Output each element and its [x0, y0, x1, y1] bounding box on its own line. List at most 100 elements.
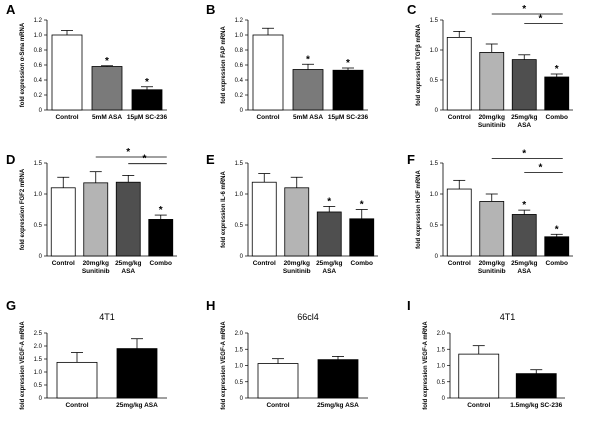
y-tick-label: 0.5: [430, 78, 439, 84]
y-tick-label: 0: [435, 108, 439, 114]
y-tick-label: 0.5: [34, 383, 43, 389]
y-tick-label: 1.2: [235, 18, 244, 24]
chart-title: 66cl4: [297, 312, 319, 322]
bar: [544, 76, 570, 111]
category-label: Sunitinib: [82, 268, 110, 275]
category-label: ASA: [121, 268, 135, 275]
significance-star: *: [306, 54, 310, 65]
y-tick-label: 0.6: [235, 63, 244, 69]
panel-label: H: [206, 298, 215, 313]
category-label: Control: [55, 114, 78, 121]
bar: [91, 66, 123, 111]
y-tick-label: 1.5: [430, 18, 439, 24]
y-tick-label: 0: [39, 108, 43, 114]
bar: [257, 363, 299, 399]
y-tick-label: 1.5: [34, 357, 43, 363]
category-label: 20mg/kg: [479, 260, 505, 267]
y-tick-label: 1.0: [34, 370, 43, 376]
y-tick-label: 1.0: [437, 364, 446, 370]
panel-c: C 0 0.5 1.0 1.5 fold expression TGFβ mRNA Cont…: [407, 2, 573, 129]
category-label: Control: [256, 114, 279, 121]
y-tick-label: 1.0: [235, 192, 244, 198]
y-tick-label: 0.8: [34, 48, 43, 54]
category-label: Combo: [546, 260, 568, 267]
category-label: Control: [266, 402, 289, 409]
category-label: 25mg/kg: [511, 260, 537, 267]
y-tick-label: 0.2: [34, 93, 43, 99]
panel-a: A 0 0.2 0.4 0.6 0.8 1.0 1.2 fold expression α-Sm…: [6, 2, 167, 121]
y-tick-label: 0: [240, 254, 244, 260]
bar: [115, 181, 141, 257]
y-tick-label: 0.5: [430, 223, 439, 229]
category-label: 5mM ASA: [293, 114, 323, 121]
category-label: 15µM SC-236: [328, 114, 369, 121]
y-axis-label: fold expression VEGF-A mRNA: [20, 321, 26, 410]
y-tick-label: 0.5: [235, 380, 244, 386]
category-label: Combo: [351, 260, 373, 267]
category-label: 20mg/kg: [479, 114, 505, 121]
category-label: ASA: [517, 268, 531, 275]
category-label: ASA: [517, 122, 531, 129]
bar: [51, 34, 83, 111]
bracket-star: *: [126, 147, 130, 158]
category-label: Control: [253, 260, 276, 267]
y-axis-label: fold expression FGF2 mRNA: [20, 168, 26, 250]
y-tick-label: 1.0: [34, 33, 43, 39]
y-axis-label: fold expression FAP mRNA: [221, 26, 227, 104]
bar: [316, 211, 342, 257]
significance-star: *: [105, 56, 109, 67]
bar: [131, 89, 163, 111]
bar: [511, 59, 537, 111]
y-axis-label: fold expression HGF mRNA: [416, 170, 422, 249]
panel-e: E 0 0.5 1.0 1.5 fold expression IL-6 mRNA Cont…: [206, 152, 378, 275]
bar: [83, 182, 109, 257]
y-tick-label: 0.8: [235, 48, 244, 54]
y-axis-label: fold expression VEGF-A mRNA: [221, 321, 227, 410]
panel-d: D 0 0.5 1.0 1.5 fold expression FGF2 mRNA Cont…: [6, 147, 177, 275]
y-tick-label: 0.5: [235, 223, 244, 229]
panel-label: C: [407, 2, 417, 17]
y-axis-label: fold expression α-Sma mRNA: [20, 22, 26, 107]
category-label: Control: [448, 114, 471, 121]
category-label: 20mg/kg: [284, 260, 310, 267]
bar: [479, 201, 505, 257]
y-tick-label: 0.6: [34, 63, 43, 69]
y-tick-label: 1.0: [34, 192, 43, 198]
category-label: Sunitinib: [478, 122, 506, 129]
y-tick-label: 2.0: [235, 331, 244, 337]
bar: [515, 373, 557, 399]
panel-label: D: [6, 152, 15, 167]
bracket-star: *: [522, 148, 526, 159]
y-tick-label: 1.2: [34, 18, 43, 24]
y-tick-label: 1.0: [430, 48, 439, 54]
bar: [332, 69, 364, 111]
y-tick-label: 1.5: [437, 347, 446, 353]
bar: [284, 187, 310, 257]
bar: [50, 187, 76, 257]
category-label: 5mM ASA: [92, 114, 122, 121]
panel-label: B: [206, 2, 215, 17]
bar: [251, 181, 277, 257]
category-label: ASA: [322, 268, 336, 275]
y-tick-label: 0: [240, 396, 244, 402]
category-label: Control: [65, 402, 88, 409]
y-tick-label: 1.0: [235, 33, 244, 39]
bar: [446, 188, 472, 257]
bracket-star: *: [143, 154, 147, 165]
significance-star: *: [555, 224, 559, 235]
y-tick-label: 0: [39, 396, 43, 402]
bar: [56, 361, 98, 399]
y-tick-label: 1.5: [430, 161, 439, 167]
bar: [148, 219, 174, 257]
y-axis-label: fold expression IL-6 mRNA: [221, 170, 227, 247]
category-label: 25mg/kg: [115, 260, 141, 267]
panel-i: I 4T1 0 0.5 1.0 1.5 2.0 fold expression VEGF-A …: [407, 298, 565, 410]
panel-g: G 4T1 0 0.5 1.0 1.5 2.0 2.5 fold expression VEGF…: [6, 298, 167, 410]
significance-star: *: [555, 64, 559, 75]
category-label: Control: [467, 402, 490, 409]
bar: [317, 359, 359, 399]
y-tick-label: 1.5: [235, 347, 244, 353]
panel-b: B 0 0.2 0.4 0.6 0.8 1.0 1.2 fold expression FAP …: [206, 2, 368, 121]
y-tick-label: 0.5: [437, 380, 446, 386]
